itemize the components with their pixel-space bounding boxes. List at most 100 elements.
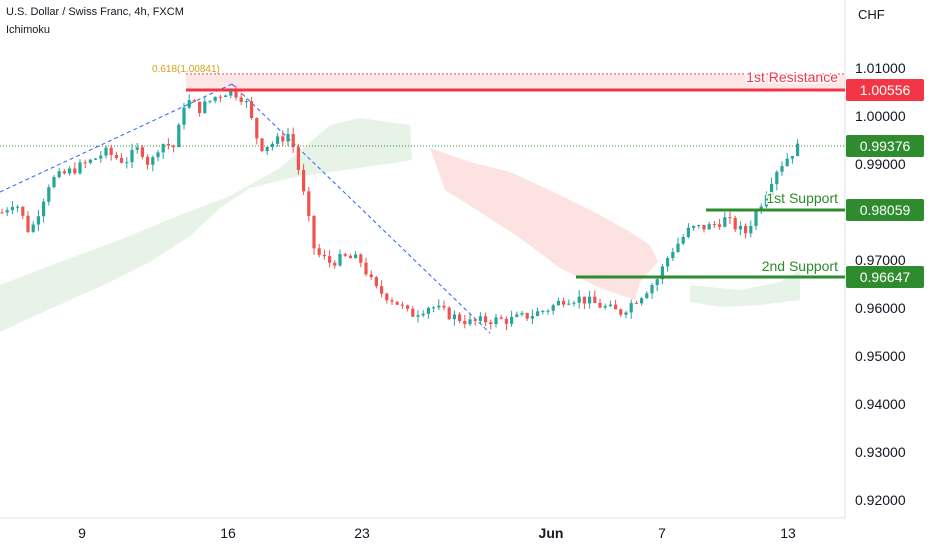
candle-body [520, 313, 524, 315]
candle-body [416, 315, 420, 317]
candle-body [588, 296, 592, 304]
candle-body [36, 216, 40, 225]
candle-body [634, 303, 638, 305]
support-2-price-pill-text: 0.96647 [860, 269, 911, 285]
candle-body [322, 254, 326, 257]
candle-body [198, 101, 202, 113]
y-tick-label: 0.96000 [855, 300, 906, 316]
candle-body [640, 298, 644, 304]
ichimoku-cloud-bullish [0, 118, 412, 332]
candle-body [733, 217, 737, 230]
support-2-label: 2nd Support [762, 258, 838, 274]
candle-body [177, 124, 181, 148]
last-price-pill-text: 0.99376 [860, 138, 911, 154]
candle-body [530, 315, 534, 319]
x-tick-label: 9 [78, 525, 86, 541]
candle-body [338, 254, 342, 266]
candle-body [666, 258, 670, 267]
candle-body [120, 157, 124, 163]
candle-body [255, 118, 259, 139]
candle-body [593, 296, 597, 303]
x-tick-label: 16 [220, 525, 236, 541]
candle-body [785, 158, 789, 167]
candle-body [515, 314, 519, 317]
candle-body [562, 300, 566, 305]
support-2-price-pill [846, 266, 924, 288]
candle-body [239, 97, 243, 102]
candle-body [57, 171, 61, 178]
candle-body [551, 305, 555, 311]
candle-body [276, 136, 280, 144]
candle-body [52, 177, 56, 188]
y-tick-label: 1.00000 [855, 108, 906, 124]
candle-body [432, 307, 436, 309]
price-axis[interactable]: 1.01000 1.00000 0.99000 0.97000 0.96000 0.950… [855, 60, 906, 508]
candle-body [302, 169, 306, 192]
candle-body [556, 300, 560, 306]
candle-body [187, 100, 191, 108]
candle-body [614, 304, 618, 310]
support-1-price-pill-text: 0.98059 [860, 202, 911, 218]
chart-title: U.S. Dollar / Swiss Franc, 4h, FXCM [6, 6, 184, 18]
candle-body [582, 296, 586, 304]
candle-body [447, 307, 451, 320]
ichimoku-cloud-bullish-late [690, 270, 800, 307]
candle-body [26, 215, 30, 232]
candle-body [16, 206, 20, 208]
candle-body [541, 310, 545, 312]
candle-body [728, 217, 732, 219]
fib-shaded-zone [186, 75, 845, 90]
candle-body [723, 217, 727, 227]
candle-body [775, 171, 779, 185]
candle-body [328, 256, 332, 263]
candle-body [504, 318, 508, 324]
candle-body [286, 134, 290, 142]
candle-body [270, 143, 274, 147]
candle-body [88, 159, 92, 163]
candle-body [218, 96, 222, 98]
candle-body [421, 313, 425, 316]
resistance-price-pill [846, 79, 924, 101]
candle-body [385, 293, 389, 301]
candle-body [744, 226, 748, 234]
y-tick-label: 0.92000 [855, 492, 906, 508]
candle-body [577, 296, 581, 303]
candle-body [676, 243, 680, 253]
candle-body [83, 162, 87, 164]
candle-body [463, 321, 467, 325]
candle-body [296, 147, 300, 170]
candle-body [109, 147, 113, 156]
x-tick-label: Jun [539, 525, 564, 541]
resistance-price-pill-text: 1.00556 [860, 82, 911, 98]
candle-body [603, 306, 607, 308]
candle-body [151, 157, 155, 165]
indicator-label: Ichimoku [6, 24, 51, 36]
candle-body [291, 134, 295, 148]
candle-body [738, 226, 742, 230]
candle-body [140, 147, 144, 157]
candle-body [312, 215, 316, 249]
candle-body [411, 308, 415, 317]
candle-body [47, 187, 51, 202]
candle-body [0, 212, 4, 214]
candle-body [780, 166, 784, 172]
candle-body [192, 100, 196, 102]
support-1-price-pill [846, 199, 924, 221]
candle-body [62, 171, 66, 174]
candle-body [260, 138, 264, 151]
candle-body [796, 143, 800, 157]
candle-body [369, 274, 373, 278]
candle-body [442, 305, 446, 308]
x-tick-label: 13 [780, 525, 796, 541]
candle-body [707, 224, 711, 230]
time-axis[interactable]: 9 16 23 Jun 7 13 [78, 525, 796, 541]
candle-body [10, 206, 14, 211]
candle-body [686, 227, 690, 237]
candle-body [790, 156, 794, 159]
trend-line-up [0, 83, 233, 193]
candle-body [21, 206, 25, 216]
candle-body [390, 300, 394, 302]
candle-body [380, 286, 384, 294]
candle-body [712, 224, 716, 226]
